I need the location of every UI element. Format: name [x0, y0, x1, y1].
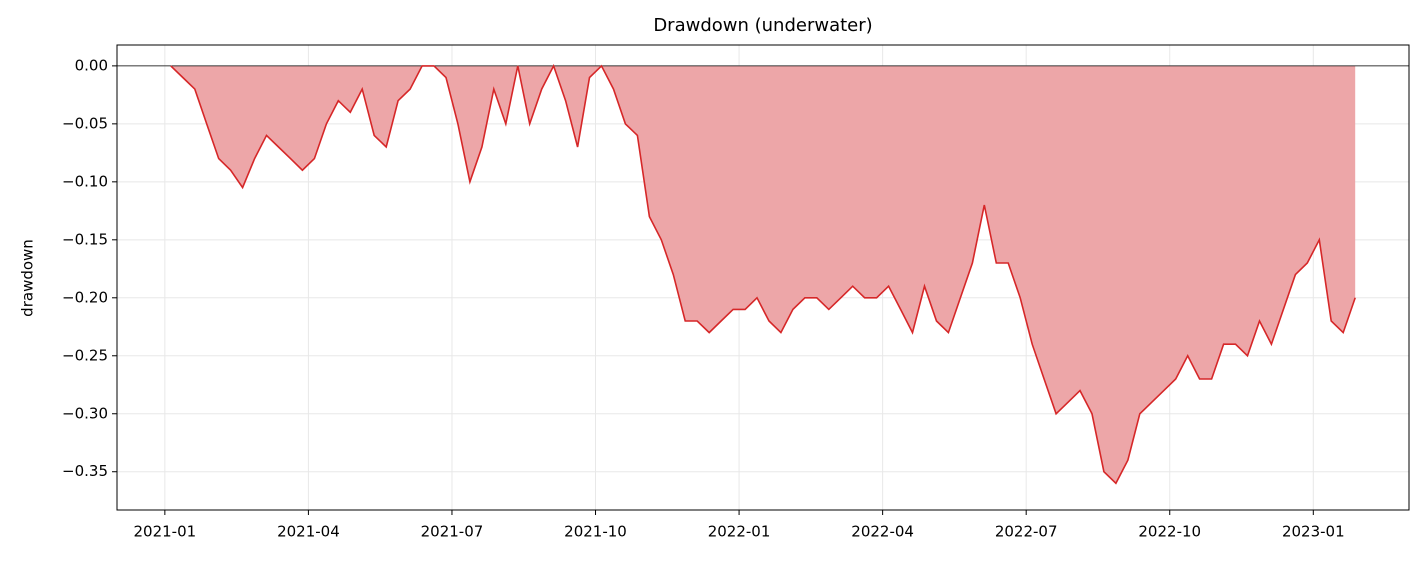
y-tick-label: 0.00 — [75, 56, 108, 74]
x-tick-label: 2022-07 — [995, 523, 1058, 541]
x-tick-label: 2021-10 — [564, 523, 627, 541]
y-tick-label: −0.10 — [62, 172, 108, 190]
y-tick-label: −0.30 — [62, 404, 108, 422]
y-tick-label: −0.15 — [62, 230, 108, 248]
y-tick-label: −0.35 — [62, 462, 108, 480]
chart-title: Drawdown (underwater) — [653, 15, 872, 36]
x-tick-label: 2022-04 — [851, 523, 914, 541]
x-tick-label: 2022-10 — [1138, 523, 1201, 541]
x-tick-label: 2021-07 — [421, 523, 484, 541]
area — [170, 65, 1356, 484]
y-axis-label: drawdown — [19, 239, 37, 317]
x-tick-label: 2023-01 — [1282, 523, 1345, 541]
y-tick-label: −0.20 — [62, 288, 108, 306]
x-tick-label: 2021-01 — [134, 523, 197, 541]
y-tick-label: −0.05 — [62, 114, 108, 132]
y-tick-label: −0.25 — [62, 346, 108, 364]
x-tick-label: 2021-04 — [277, 523, 340, 541]
x-tick-label: 2022-01 — [708, 523, 771, 541]
plot-frame — [116, 44, 1410, 511]
line — [170, 63, 1356, 485]
